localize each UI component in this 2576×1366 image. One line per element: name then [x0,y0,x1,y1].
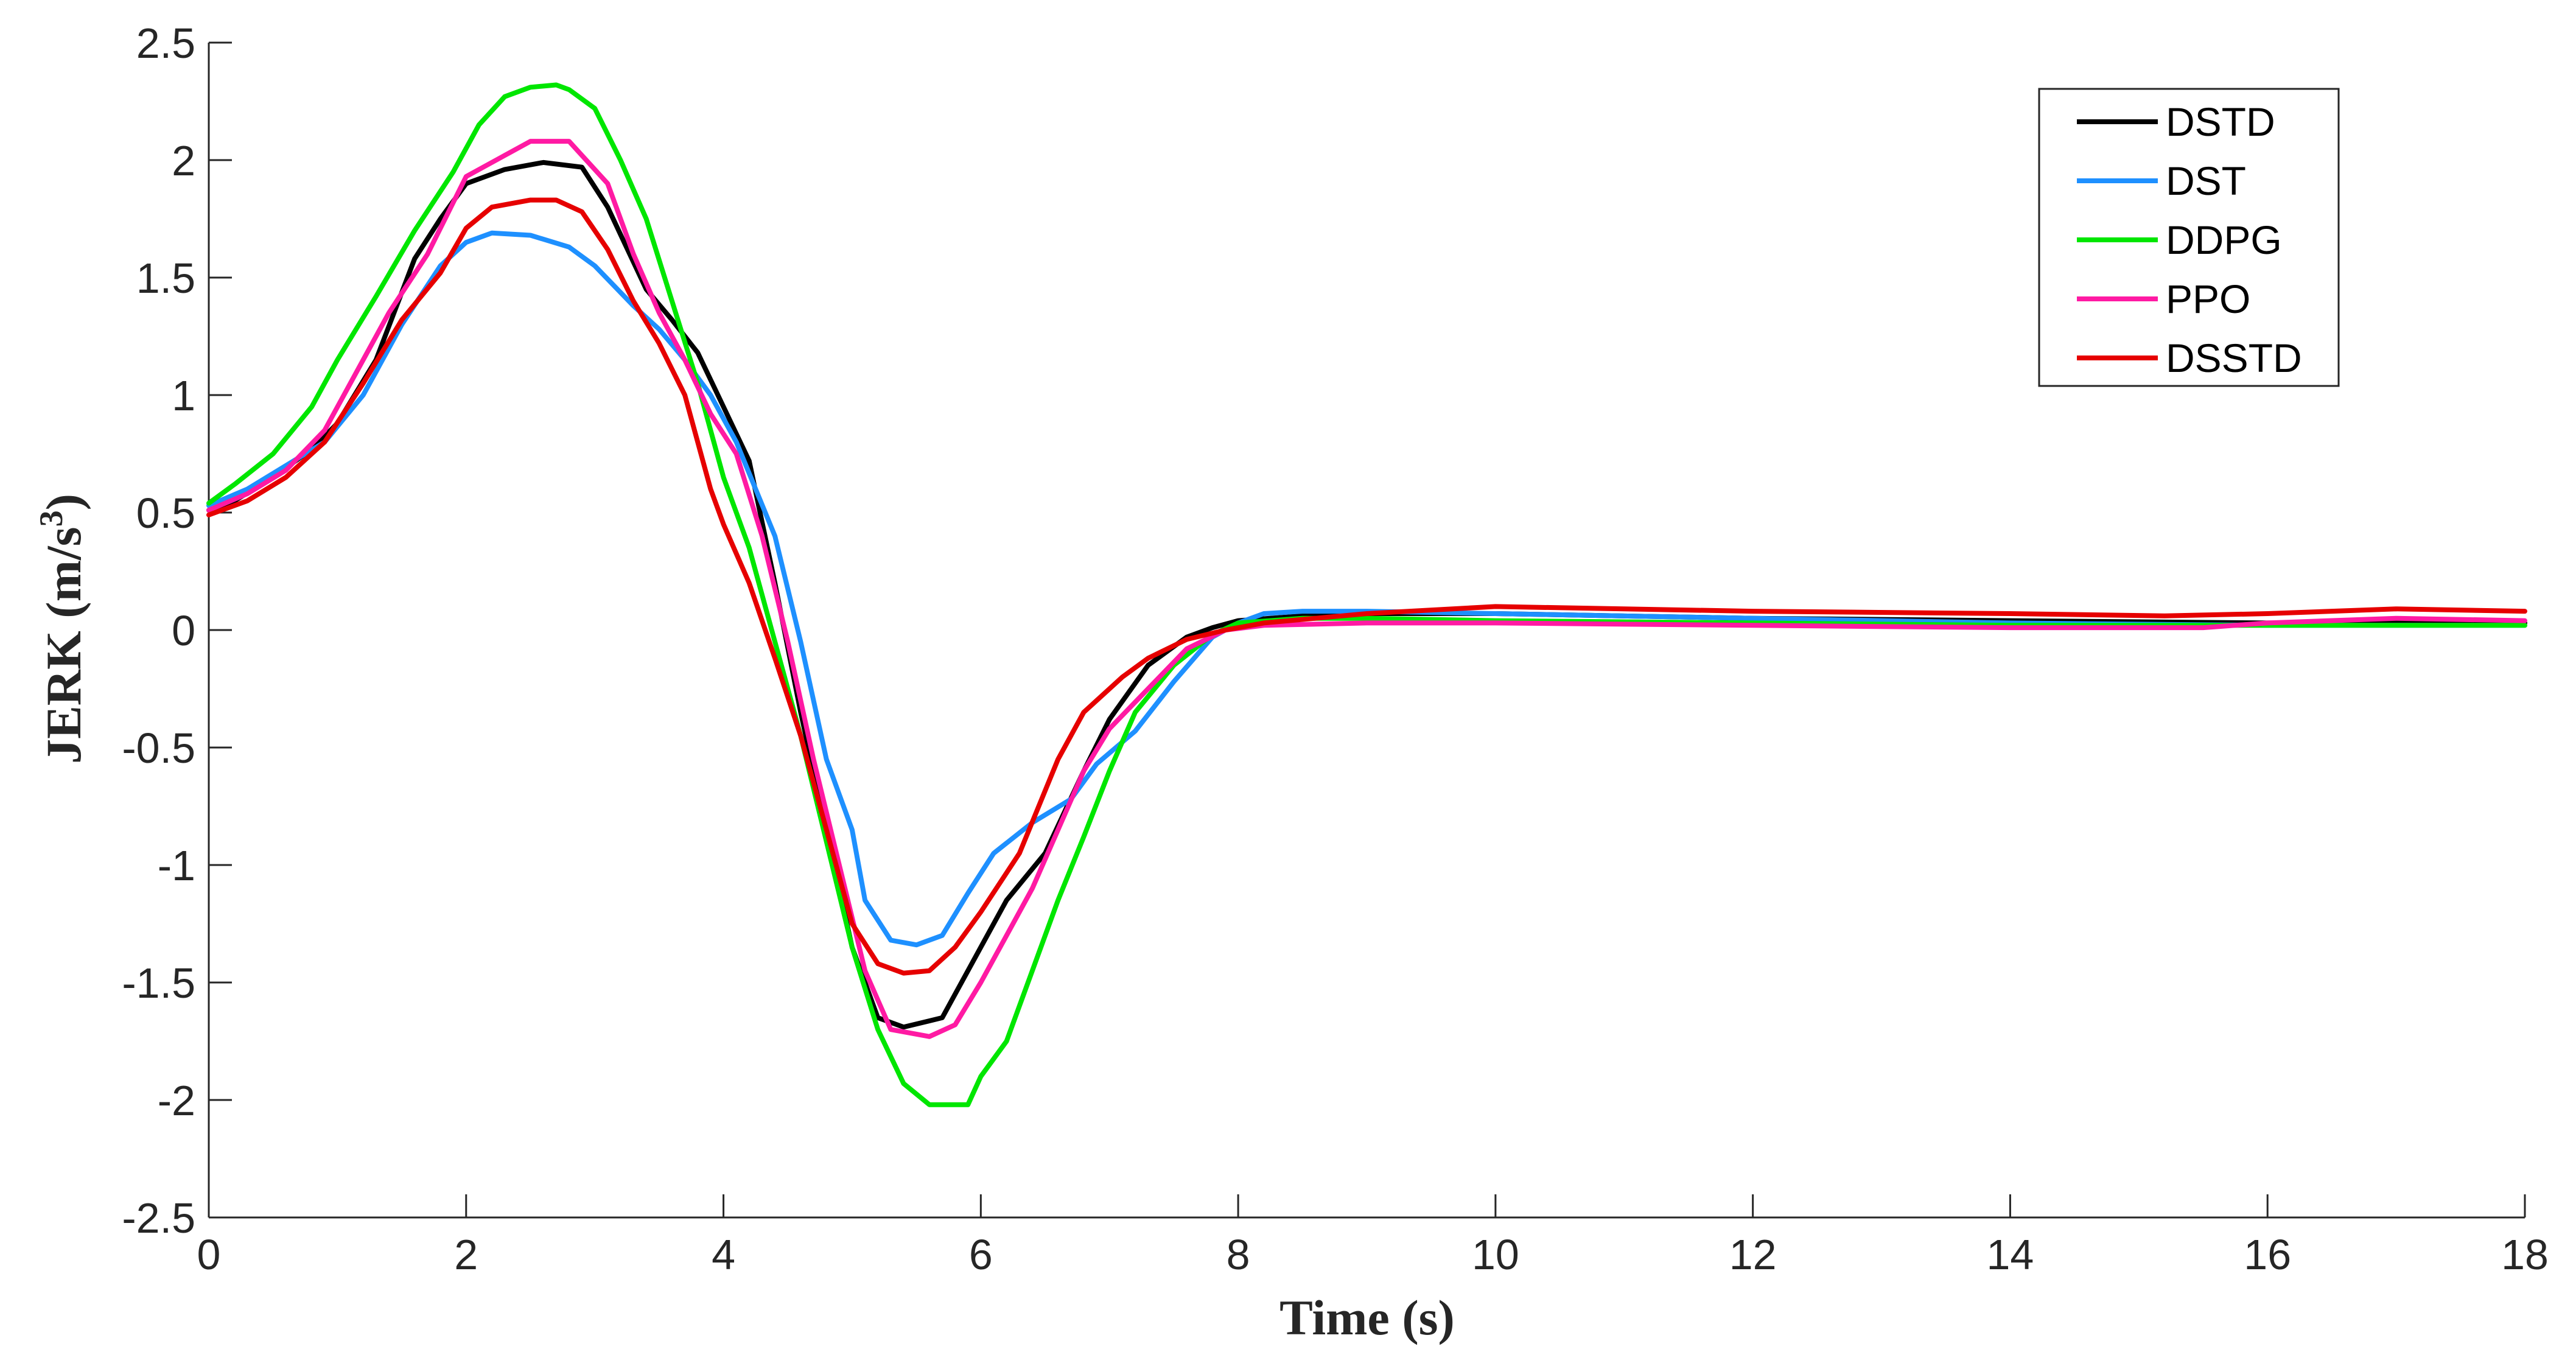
x-tick-label: 12 [1729,1231,1777,1278]
x-tick-label: 18 [2501,1231,2549,1278]
y-tick-label: 0 [172,607,195,654]
x-tick-label: 4 [712,1231,735,1278]
plot-series [206,82,2527,1107]
x-axis-title: Time (s) [1279,1290,1455,1345]
x-tick-label: 0 [197,1231,221,1278]
x-tick-label: 16 [2244,1231,2291,1278]
y-axis-title-superscript: 3 [33,510,69,527]
y-tick-label: -1 [158,842,195,889]
x-tick-label: 10 [1472,1231,1519,1278]
y-axis-title: JERK (m/s3) [33,494,91,764]
legend: DSTD DST DDPG PPO DSSTD [2038,88,2340,387]
series-line-ppo [206,139,2527,1039]
y-tick-label: 2.5 [136,19,195,67]
y-tick-label: -1.5 [122,959,195,1007]
legend-label-dst: DST [2166,158,2246,203]
tick-labels: 0 2 4 6 8 10 12 14 16 18 2.5 2 1.5 1 0.5 0 -0.5 -1 -1.5 -2 -… [122,19,2549,1278]
legend-label-ddpg: DDPG [2166,217,2282,262]
y-axis-title-close: ) [36,494,91,510]
x-tick-label: 8 [1227,1231,1250,1278]
legend-label-dsstd: DSSTD [2166,335,2302,380]
axes [208,41,2526,1219]
x-tick-label: 2 [454,1231,478,1278]
series-line-dsstd [206,197,2527,976]
y-tick-label: 1 [172,372,195,419]
series-line-dst [206,230,2527,948]
y-tick-label: -2 [158,1077,195,1124]
y-tick-label: 0.5 [136,489,195,537]
y-tick-label: 2 [172,137,195,184]
y-tick-label: -0.5 [122,724,195,772]
y-tick-label: -2.5 [122,1194,195,1242]
x-tick-label: 6 [969,1231,993,1278]
y-axis-title-main: JERK (m/s [36,527,91,764]
legend-label-ppo: PPO [2166,276,2250,321]
x-tick-label: 14 [1987,1231,2034,1278]
legend-label-dstd: DSTD [2166,99,2275,144]
y-tick-label: 1.5 [136,254,195,302]
